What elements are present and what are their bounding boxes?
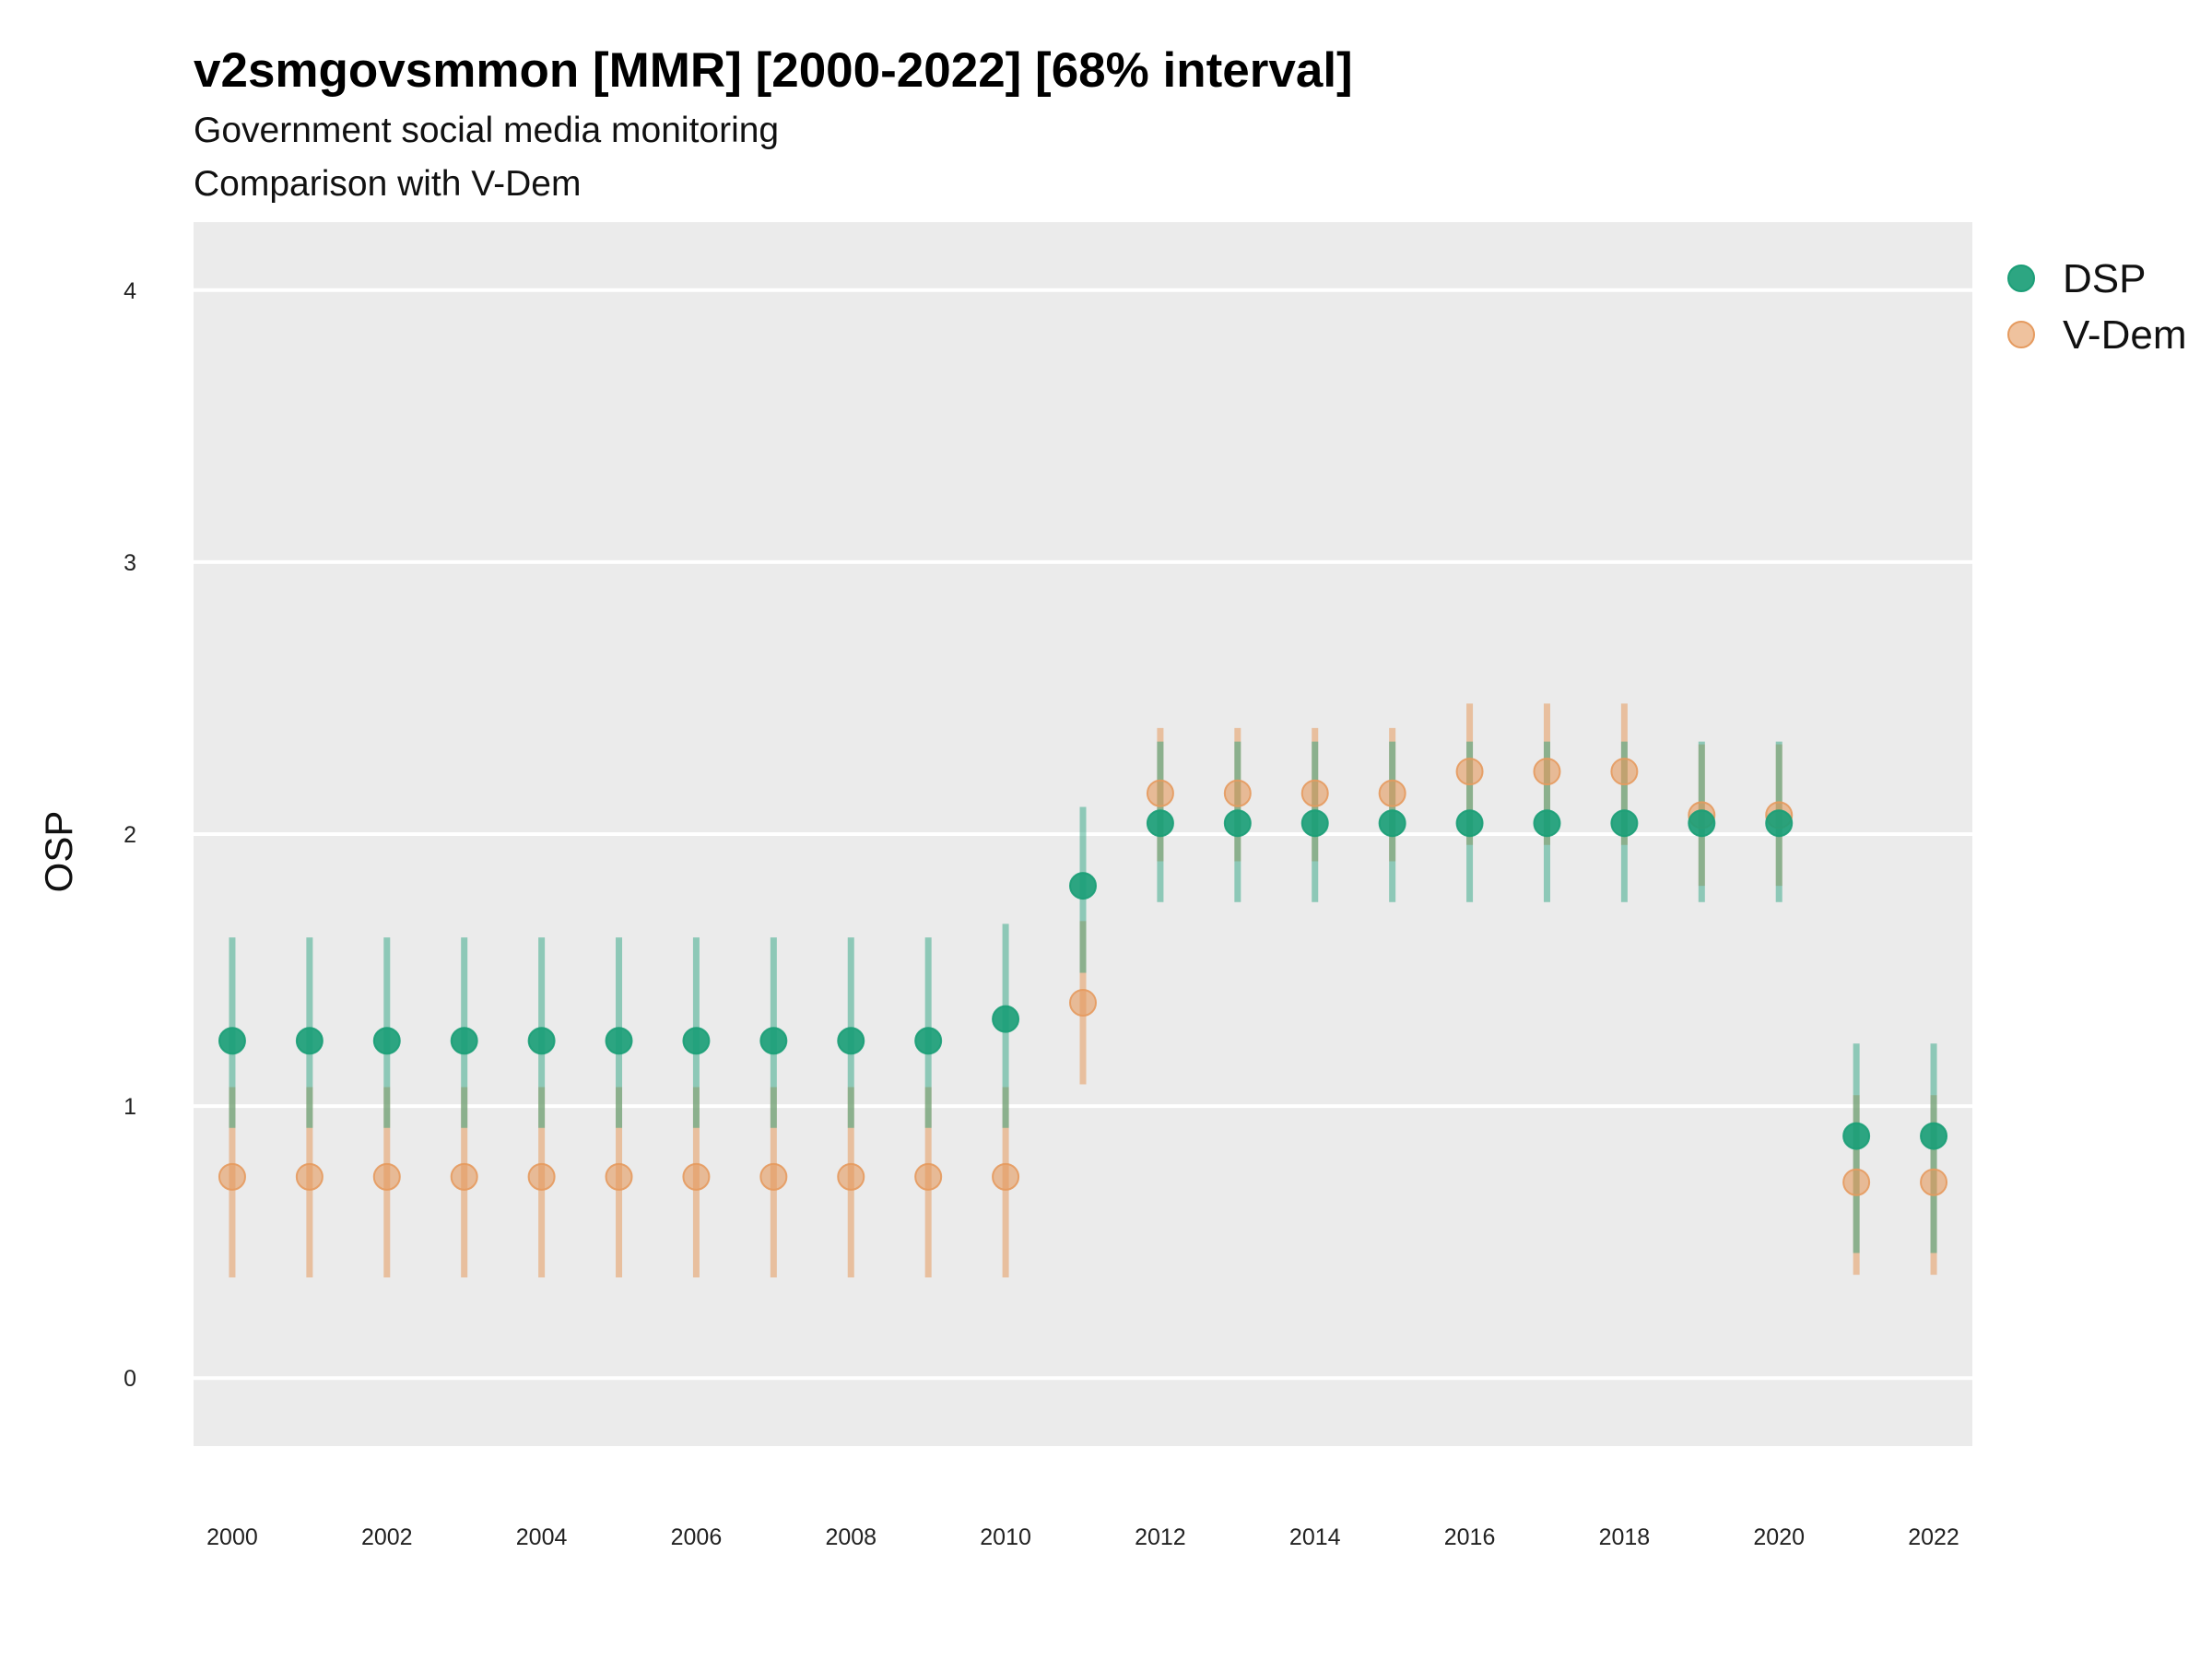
point-dsp bbox=[1842, 1122, 1871, 1150]
x-tick-label: 2006 bbox=[671, 1524, 723, 1550]
legend-label-dsp: DSP bbox=[2063, 256, 2146, 301]
point-v-dem bbox=[527, 1162, 556, 1191]
y-tick-label: 2 bbox=[124, 822, 136, 848]
legend-marker-v-dem bbox=[2007, 321, 2035, 348]
point-v-dem bbox=[605, 1162, 633, 1191]
point-v-dem bbox=[295, 1162, 324, 1191]
point-v-dem bbox=[1842, 1168, 1871, 1196]
point-v-dem bbox=[992, 1162, 1020, 1191]
x-tick-label: 2002 bbox=[361, 1524, 413, 1550]
point-v-dem bbox=[1610, 758, 1639, 786]
point-dsp bbox=[1378, 809, 1406, 838]
point-dsp bbox=[527, 1027, 556, 1055]
point-dsp bbox=[1300, 809, 1329, 838]
point-dsp bbox=[1146, 809, 1174, 838]
point-v-dem bbox=[914, 1162, 943, 1191]
y-tick-label: 3 bbox=[124, 550, 136, 576]
point-v-dem bbox=[1069, 988, 1097, 1017]
data-points bbox=[218, 758, 1948, 1196]
x-tick-label: 2008 bbox=[825, 1524, 877, 1550]
y-axis-label: OSP bbox=[37, 811, 80, 893]
point-dsp bbox=[372, 1027, 401, 1055]
x-tick-label: 2022 bbox=[1908, 1524, 1959, 1550]
point-v-dem bbox=[1378, 779, 1406, 807]
x-tick-label: 2000 bbox=[206, 1524, 258, 1550]
point-v-dem bbox=[218, 1162, 246, 1191]
point-v-dem bbox=[1223, 779, 1252, 807]
point-v-dem bbox=[1455, 758, 1484, 786]
point-v-dem bbox=[1920, 1168, 1948, 1196]
x-tick-label: 2004 bbox=[516, 1524, 568, 1550]
point-v-dem bbox=[682, 1162, 711, 1191]
x-tick-label: 2012 bbox=[1135, 1524, 1186, 1550]
x-axis-ticks: 2000 2002 2004 2006 2008 2010 2012 2014 2016 2018… bbox=[206, 1524, 1959, 1550]
x-tick-label: 2014 bbox=[1289, 1524, 1341, 1550]
point-dsp bbox=[914, 1027, 943, 1055]
point-dsp bbox=[759, 1027, 788, 1055]
chart-subtitle-line-1: Government social media monitoring bbox=[194, 111, 779, 150]
point-dsp bbox=[1069, 872, 1097, 900]
point-dsp bbox=[1455, 809, 1484, 838]
point-dsp bbox=[605, 1027, 633, 1055]
point-v-dem bbox=[759, 1162, 788, 1191]
y-axis-ticks: 0 1 2 3 4 bbox=[124, 278, 136, 1392]
point-dsp bbox=[992, 1005, 1020, 1033]
point-dsp bbox=[837, 1027, 865, 1055]
y-tick-label: 4 bbox=[124, 278, 136, 304]
point-dsp bbox=[1688, 809, 1716, 838]
point-dsp bbox=[295, 1027, 324, 1055]
point-v-dem bbox=[450, 1162, 478, 1191]
point-dsp bbox=[450, 1027, 478, 1055]
point-v-dem bbox=[1146, 779, 1174, 807]
y-tick-label: 1 bbox=[124, 1094, 136, 1120]
point-dsp bbox=[1920, 1122, 1948, 1150]
chart-title: v2smgovsmmon [MMR] [2000-2022] [68% inte… bbox=[194, 43, 1353, 98]
point-v-dem bbox=[1533, 758, 1561, 786]
point-v-dem bbox=[372, 1162, 401, 1191]
point-dsp bbox=[1223, 809, 1252, 838]
x-tick-label: 2018 bbox=[1599, 1524, 1651, 1550]
y-tick-label: 0 bbox=[124, 1366, 136, 1392]
point-v-dem bbox=[837, 1162, 865, 1191]
x-tick-label: 2016 bbox=[1444, 1524, 1496, 1550]
legend-label-v-dem: V-Dem bbox=[2063, 312, 2186, 358]
legend: DSP V-Dem bbox=[2007, 256, 2186, 358]
point-dsp bbox=[218, 1027, 246, 1055]
point-v-dem bbox=[1300, 779, 1329, 807]
x-tick-label: 2020 bbox=[1753, 1524, 1805, 1550]
point-dsp bbox=[1765, 809, 1794, 838]
x-tick-label: 2010 bbox=[980, 1524, 1031, 1550]
point-dsp bbox=[1610, 809, 1639, 838]
legend-marker-dsp bbox=[2007, 265, 2035, 292]
point-dsp bbox=[682, 1027, 711, 1055]
gridlines bbox=[194, 288, 1972, 1381]
chart-subtitle-line-2: Comparison with V-Dem bbox=[194, 164, 581, 204]
point-dsp bbox=[1533, 809, 1561, 838]
